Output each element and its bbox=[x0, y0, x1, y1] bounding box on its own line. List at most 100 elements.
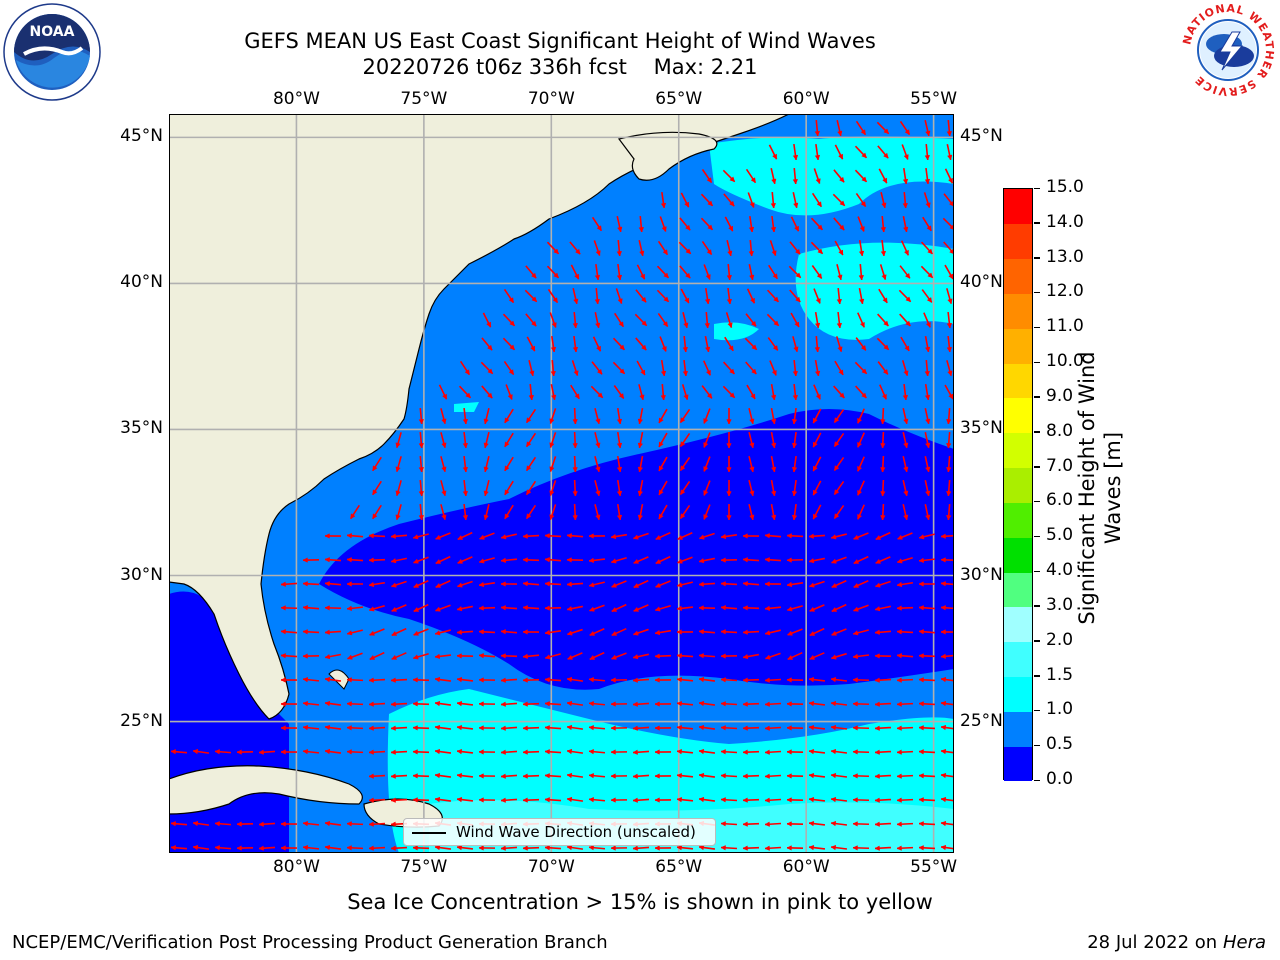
wave-arrow-605 bbox=[654, 725, 672, 731]
wave-arrow-408 bbox=[413, 579, 429, 589]
wave-arrow-762 bbox=[544, 845, 562, 851]
wave-arrow-99 bbox=[524, 289, 538, 303]
wave-arrow-273 bbox=[637, 455, 644, 473]
wave-arrow-761 bbox=[522, 845, 540, 851]
wave-arrow-464 bbox=[280, 629, 298, 635]
wave-arrow-777 bbox=[874, 845, 892, 851]
wave-arrow-305 bbox=[748, 480, 755, 497]
wave-arrow-690 bbox=[544, 797, 562, 803]
wave-arrow-630 bbox=[412, 749, 430, 755]
footer-date: 28 Jul 2022 on Hera bbox=[1087, 932, 1266, 953]
wave-arrow-667 bbox=[632, 773, 650, 779]
wave-arrow-44 bbox=[638, 215, 644, 233]
wave-arrow-468 bbox=[369, 628, 385, 636]
wave-arrow-188 bbox=[481, 385, 493, 399]
wave-arrow-738 bbox=[808, 820, 826, 827]
wave-arrow-398 bbox=[875, 556, 891, 564]
wave-arrow-652 bbox=[896, 749, 914, 755]
lon-tick-top-1: 75°W bbox=[400, 89, 448, 109]
wave-arrow-502 bbox=[434, 653, 452, 660]
wave-arrow-297 bbox=[572, 479, 578, 497]
wave-arrow-780 bbox=[940, 844, 954, 851]
wave-arrow-235 bbox=[395, 432, 402, 449]
wave-arrow-274 bbox=[658, 456, 668, 472]
wave-arrow-481 bbox=[654, 629, 672, 636]
wave-arrow-91 bbox=[811, 265, 823, 279]
wave-arrow-306 bbox=[770, 479, 777, 497]
wave-arrow-49 bbox=[748, 215, 755, 233]
wave-arrow-178 bbox=[792, 359, 799, 377]
wave-arrow-182 bbox=[877, 361, 889, 375]
wave-arrow-430 bbox=[896, 581, 914, 588]
wave-arrow-374 bbox=[346, 557, 364, 563]
wave-arrow-768 bbox=[676, 845, 694, 851]
wave-arrow-168 bbox=[571, 360, 579, 377]
wave-arrow-390 bbox=[698, 557, 716, 564]
wave-arrow-705 bbox=[874, 797, 892, 803]
wave-arrow-176 bbox=[745, 361, 757, 375]
wave-arrow-736 bbox=[764, 821, 782, 827]
wave-arrow-283 bbox=[857, 456, 865, 472]
wave-arrow-231 bbox=[880, 407, 886, 425]
wave-arrow-51 bbox=[790, 216, 800, 232]
wave-arrow-223 bbox=[703, 408, 711, 424]
wave-arrow-330 bbox=[679, 504, 691, 520]
colorbar-tickmark-1 bbox=[1034, 744, 1040, 747]
colorbar-tickmark-17 bbox=[1034, 187, 1040, 189]
wave-arrow-580 bbox=[786, 701, 804, 707]
wave-arrow-609 bbox=[742, 725, 760, 731]
wave-arrow-276 bbox=[703, 456, 711, 472]
wave-arrow-548 bbox=[764, 677, 782, 683]
colorbar-tickmark-7 bbox=[1034, 535, 1040, 538]
wave-arrow-429 bbox=[874, 580, 891, 588]
wave-arrow-636 bbox=[544, 749, 562, 755]
wave-arrow-460 bbox=[874, 605, 891, 612]
wave-arrow-558 bbox=[302, 700, 320, 707]
wave-arrow-555 bbox=[918, 677, 936, 683]
wave-arrow-196 bbox=[660, 383, 666, 401]
wave-arrow-696 bbox=[676, 797, 694, 803]
wave-arrow-528 bbox=[324, 676, 342, 683]
wave-arrow-102 bbox=[594, 287, 600, 305]
wave-arrow-646 bbox=[764, 749, 782, 755]
wave-arrow-23 bbox=[854, 169, 868, 183]
wave-arrow-372 bbox=[302, 557, 320, 563]
wave-arrow-604 bbox=[632, 725, 650, 731]
wave-arrow-281 bbox=[812, 456, 822, 472]
wave-arrow-173 bbox=[682, 359, 689, 377]
wave-arrow-543 bbox=[654, 677, 672, 683]
wave-arrow-260 bbox=[946, 431, 952, 449]
wave-arrow-545 bbox=[698, 676, 716, 683]
wave-arrow-338 bbox=[857, 504, 865, 520]
wave-arrow-470 bbox=[413, 628, 429, 636]
wave-arrow-542 bbox=[632, 677, 650, 683]
wave-arrow-186 bbox=[438, 384, 448, 400]
wave-arrow-307 bbox=[791, 479, 798, 497]
wave-arrow-21 bbox=[813, 168, 821, 185]
wave-arrow-550 bbox=[808, 676, 826, 683]
wave-arrow-651 bbox=[874, 749, 892, 755]
colorbar-segment-11 bbox=[1004, 363, 1032, 399]
wave-arrow-416 bbox=[588, 581, 605, 588]
wave-arrow-295 bbox=[525, 480, 537, 496]
colorbar-segment-14 bbox=[1004, 258, 1032, 294]
wave-arrow-236 bbox=[418, 431, 424, 449]
wave-arrow-348 bbox=[435, 532, 451, 540]
wave-arrow-14 bbox=[924, 143, 930, 161]
wave-arrow-368 bbox=[875, 531, 891, 541]
wave-arrow-53 bbox=[833, 217, 845, 231]
wave-arrow-511 bbox=[632, 653, 649, 660]
wave-arrow-90 bbox=[788, 265, 802, 279]
wave-arrow-206 bbox=[879, 384, 887, 400]
wave-arrow-50 bbox=[770, 215, 777, 233]
wave-arrow-689 bbox=[522, 797, 540, 803]
wave-arrow-143 bbox=[526, 336, 536, 352]
wave-arrow-737 bbox=[786, 821, 804, 827]
wave-arrow-335 bbox=[791, 503, 798, 521]
wave-arrow-38 bbox=[880, 192, 887, 209]
wave-arrow-680 bbox=[918, 773, 936, 779]
wave-arrow-718 bbox=[368, 821, 386, 827]
wave-arrow-505 bbox=[500, 653, 518, 659]
wave-arrow-451 bbox=[676, 605, 694, 612]
wave-arrow-412 bbox=[500, 581, 518, 587]
